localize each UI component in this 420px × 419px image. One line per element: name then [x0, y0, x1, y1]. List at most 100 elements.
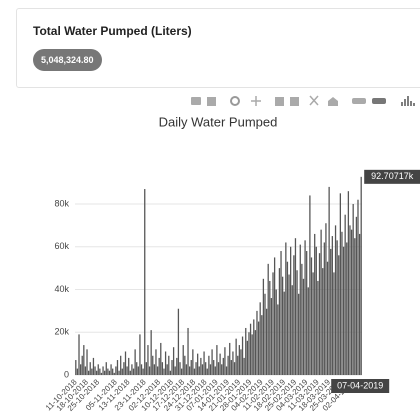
bar — [323, 242, 325, 375]
bar — [293, 255, 295, 375]
bar — [254, 330, 257, 375]
bar — [221, 364, 223, 375]
bar — [347, 191, 350, 375]
bar — [126, 366, 128, 375]
bar — [354, 238, 356, 375]
bar — [265, 308, 268, 375]
bar — [120, 355, 122, 375]
zoom-icon[interactable] — [230, 96, 240, 106]
bar — [164, 351, 167, 375]
bar — [273, 257, 276, 375]
pan-icon[interactable] — [251, 96, 261, 106]
bar — [209, 364, 212, 375]
bar — [318, 253, 321, 375]
zoom-out-icon[interactable] — [290, 97, 299, 106]
bar — [94, 366, 96, 375]
bar — [320, 229, 322, 375]
bar — [277, 304, 279, 375]
bar — [171, 360, 173, 375]
spike-icon[interactable] — [352, 98, 366, 104]
save-icon[interactable] — [207, 97, 216, 106]
bar — [322, 268, 324, 375]
bar — [144, 189, 146, 375]
bar — [357, 199, 359, 375]
y-tick-label: 20k — [54, 327, 69, 337]
bar — [78, 334, 80, 375]
bar — [104, 370, 106, 375]
bar — [272, 272, 274, 375]
bar — [174, 366, 176, 375]
bar — [129, 370, 131, 375]
bar — [280, 251, 282, 375]
bar — [270, 298, 273, 375]
bar — [142, 368, 144, 375]
bar — [302, 278, 305, 375]
bar — [233, 362, 236, 375]
bar — [330, 248, 332, 375]
camera-icon[interactable] — [191, 97, 201, 105]
zoom-in-icon[interactable] — [275, 97, 284, 106]
bar — [251, 334, 253, 375]
bar — [180, 368, 183, 375]
reset-icon[interactable] — [328, 97, 338, 106]
bar — [342, 246, 345, 375]
bar — [341, 231, 343, 375]
bar — [147, 345, 149, 375]
bar — [99, 368, 101, 375]
bar — [304, 240, 306, 375]
bar — [121, 368, 123, 375]
bar — [131, 364, 133, 375]
bar — [187, 327, 189, 375]
bar — [278, 268, 281, 375]
bar — [232, 351, 234, 375]
bar — [105, 362, 107, 375]
bar — [248, 332, 250, 375]
bar — [246, 340, 249, 375]
bar — [113, 372, 115, 375]
bar — [315, 246, 317, 375]
bar — [346, 242, 348, 375]
bar — [285, 242, 287, 375]
bar — [169, 370, 172, 375]
bar — [217, 362, 220, 375]
bar — [108, 370, 111, 375]
bar — [314, 233, 316, 375]
bar — [240, 349, 242, 375]
bar — [195, 362, 197, 375]
bar — [84, 366, 87, 375]
bar — [161, 362, 164, 375]
bar — [91, 368, 93, 375]
bar — [352, 204, 354, 375]
toolbar — [191, 95, 415, 106]
bar — [267, 263, 269, 375]
bar — [350, 229, 353, 375]
bar — [206, 368, 208, 375]
bar — [153, 364, 156, 375]
bar — [296, 270, 298, 375]
bar — [116, 360, 119, 375]
bar — [336, 240, 338, 375]
bar — [286, 261, 289, 375]
bar — [128, 357, 130, 375]
bar — [87, 370, 90, 375]
autoscale-icon[interactable] — [309, 95, 319, 106]
bar — [224, 347, 226, 375]
bar — [79, 364, 82, 375]
total-badge: 5,048,324.80 — [33, 49, 102, 71]
hover-box — [364, 169, 420, 184]
plotly-logo[interactable] — [401, 96, 415, 106]
bar — [137, 366, 139, 375]
hover-icon[interactable] — [372, 98, 386, 104]
bar — [156, 366, 159, 375]
bar — [200, 357, 202, 375]
bar — [86, 349, 88, 375]
bar — [97, 364, 99, 375]
bar — [290, 246, 292, 375]
bar — [216, 345, 218, 375]
bar — [230, 360, 232, 375]
bar — [134, 349, 136, 375]
bar — [214, 366, 216, 375]
bar — [360, 176, 362, 375]
bar — [249, 323, 252, 375]
